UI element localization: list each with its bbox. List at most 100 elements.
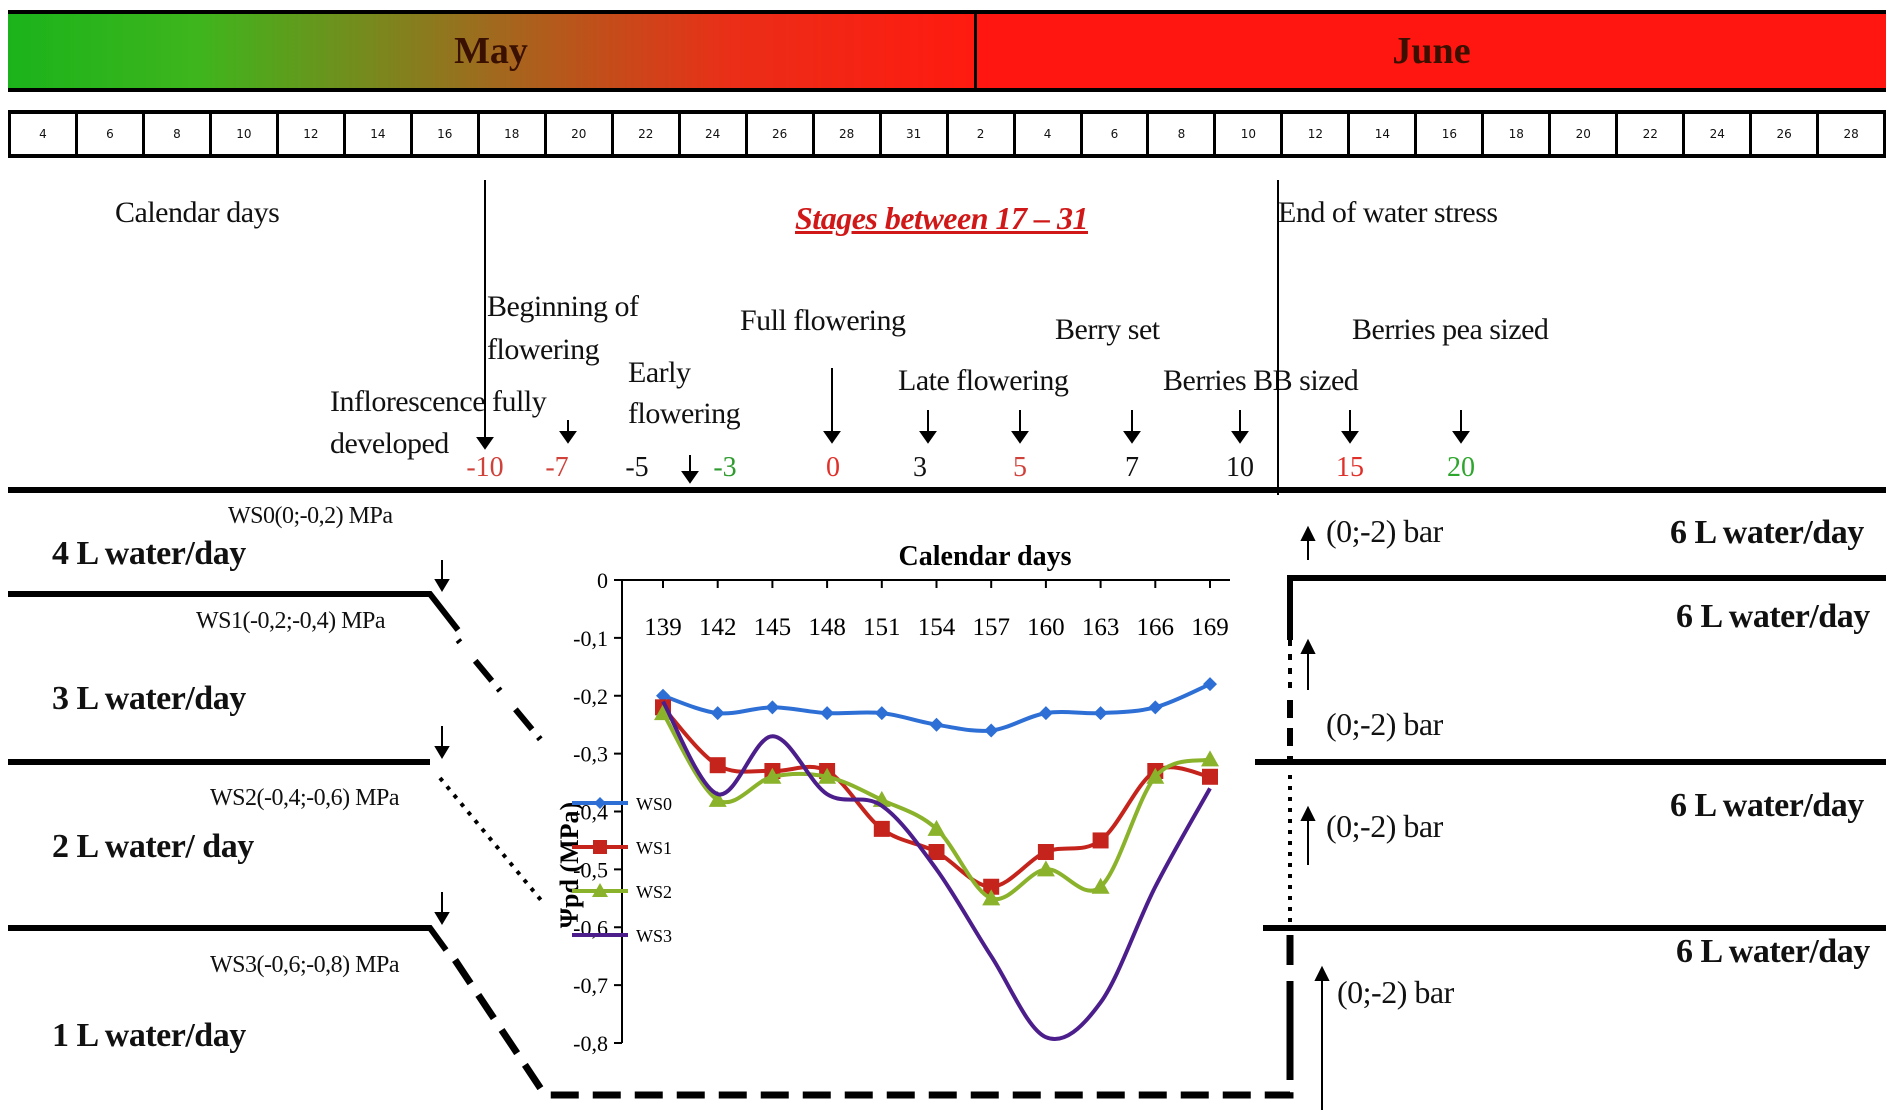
month-may: May (8, 14, 977, 88)
month-bar: May June (8, 10, 1886, 92)
y-tick-label: -0,8 (573, 1031, 608, 1056)
day-cell: 18 (1481, 114, 1548, 154)
water-1l-label: 1 L water/day (52, 1017, 246, 1054)
day-cell: 12 (275, 114, 343, 154)
ws2-range: WS2(-0,4;-0,6) MPa (210, 785, 399, 811)
data-point (1036, 860, 1055, 877)
stage-number: -10 (466, 452, 504, 483)
data-point (710, 706, 725, 721)
data-point (1038, 706, 1053, 721)
chart-series (654, 677, 1219, 1041)
data-point (1091, 877, 1110, 894)
water-potential-chart: Calendar days Ψpd (MPa) 0 -0,1 -0,2 -0,3 -0,… (555, 541, 1230, 1056)
data-point (765, 700, 780, 715)
day-cell: 4 (8, 114, 75, 154)
day-cell: 6 (1079, 114, 1147, 154)
data-point (708, 790, 727, 807)
stage-label-late-flowering: Late flowering (898, 364, 1069, 397)
data-point (1201, 750, 1219, 767)
stage-label-full-flowering: Full flowering (740, 304, 906, 337)
data-point (1093, 706, 1108, 721)
stage-label-beginning-flowering-2: flowering (487, 333, 600, 366)
data-point (820, 706, 835, 721)
water-6l-label-2: 6 L water/day (1676, 598, 1870, 635)
stage-number: -7 (545, 452, 569, 483)
y-tick-label: -0,7 (573, 973, 608, 998)
day-cell: 18 (476, 114, 544, 154)
stages-title: Stages between 17 – 31 (795, 200, 1088, 236)
day-cell: 10 (208, 114, 276, 154)
month-june: June (977, 14, 1886, 88)
data-point (1203, 677, 1217, 692)
day-cell: 8 (1146, 114, 1213, 154)
y-tick-label: 0 (597, 568, 608, 593)
day-cell: 14 (1347, 114, 1414, 154)
data-point (984, 723, 999, 738)
stage-label-inflorescence-1: Inflorescence fully (330, 385, 547, 418)
data-point (709, 757, 726, 774)
day-cell: 12 (1280, 114, 1347, 154)
stage-number: -3 (713, 452, 737, 483)
ws1-range: WS1(-0,2;-0,4) MPa (196, 608, 385, 634)
day-cell: 8 (141, 114, 209, 154)
data-point (1037, 844, 1054, 861)
stage-label-berry-set: Berry set (1055, 313, 1160, 346)
legend-label: WS0 (636, 794, 672, 814)
calendar-days-label: Calendar days (115, 196, 280, 229)
day-cell: 24 (677, 114, 745, 154)
stage-label-beginning-flowering-1: Beginning of (487, 290, 639, 323)
bar-range-3: (0;-2) bar (1326, 808, 1443, 844)
stage-number: 0 (826, 452, 840, 483)
y-tick-label: -0,5 (573, 857, 608, 882)
legend-label: WS3 (636, 926, 672, 946)
water-6l-label-3: 6 L water/day (1670, 787, 1864, 824)
legend-label: WS2 (636, 882, 672, 902)
x-tick-label: 160 (1027, 614, 1065, 641)
stage-number: 15 (1336, 452, 1364, 483)
calendar-day-row: 4 6 8 10 12 14 16 18 20 22 24 26 28 31 2 4 6 8 10 12 14 16 18 2… (8, 110, 1887, 158)
data-point (1148, 700, 1163, 715)
x-tick-label: 139 (644, 614, 682, 641)
ws3-range: WS3(-0,6;-0,8) MPa (210, 952, 399, 978)
stage-label-early-flowering-1: Early (628, 356, 691, 389)
legend-marker (594, 797, 606, 809)
bar-range-2: (0;-2) bar (1326, 706, 1443, 742)
stage-label-inflorescence-2: developed (330, 427, 449, 460)
day-cell: 6 (74, 114, 142, 154)
legend-label: WS1 (636, 838, 672, 858)
data-point (656, 688, 670, 703)
x-tick-label: 142 (699, 614, 737, 641)
day-cell: 28 (811, 114, 879, 154)
data-point (874, 706, 889, 721)
x-tick-label: 151 (863, 614, 901, 641)
water-6l-label-1: 6 L water/day (1670, 514, 1864, 551)
stage-label-berries-bb: Berries BB sized (1163, 364, 1359, 397)
x-tick-label: 163 (1082, 614, 1120, 641)
data-point (654, 704, 672, 721)
day-cell: 10 (1213, 114, 1280, 154)
water-2l-label: 2 L water/ day (52, 828, 254, 865)
bar-range-1: (0;-2) bar (1326, 513, 1443, 549)
data-point (1092, 832, 1109, 849)
x-tick-label: 145 (754, 614, 792, 641)
data-point (1146, 767, 1165, 784)
stage-number: 5 (1013, 452, 1027, 483)
stage-number: 20 (1447, 452, 1475, 483)
y-tick-label: -0,2 (573, 684, 608, 709)
data-point (928, 844, 945, 861)
day-cell: 4 (1012, 114, 1080, 154)
stage-number: 3 (913, 452, 927, 483)
day-cell: 26 (744, 114, 812, 154)
data-point (929, 717, 944, 732)
stage-number: 7 (1125, 452, 1139, 483)
stage-label-early-flowering-2: flowering (628, 397, 741, 430)
stage-number: -5 (625, 452, 649, 483)
day-cell: 22 (610, 114, 678, 154)
data-point (1202, 768, 1218, 785)
water-4l-label: 4 L water/day (52, 535, 246, 572)
day-cell: 26 (1749, 114, 1816, 154)
data-point (982, 889, 1001, 906)
day-cell: 24 (1682, 114, 1749, 154)
